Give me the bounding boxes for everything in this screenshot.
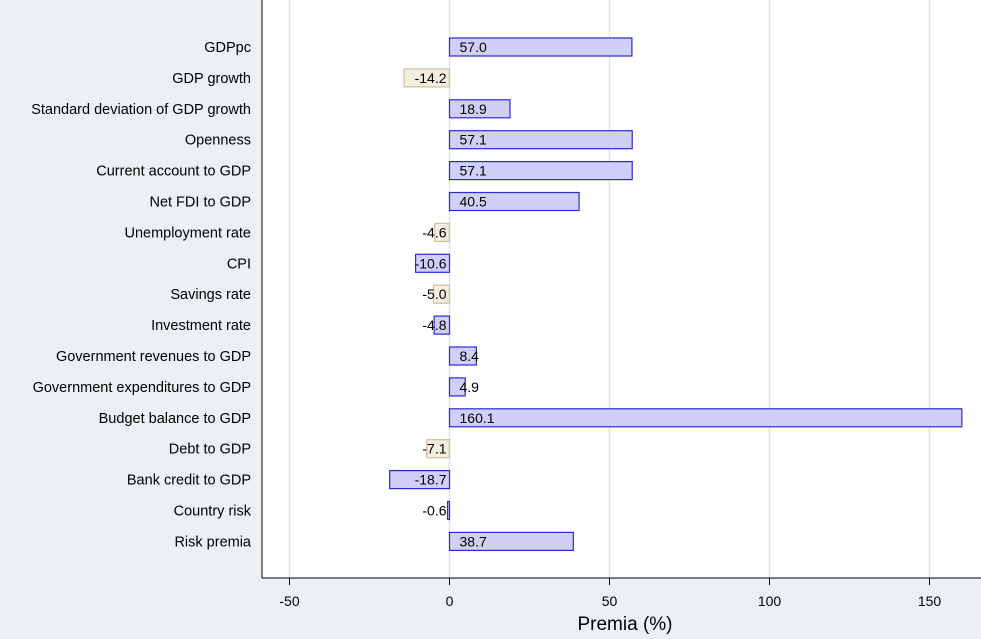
category-label: Savings rate xyxy=(170,287,251,303)
value-label: 40.5 xyxy=(460,194,487,210)
x-tick-label: 100 xyxy=(758,593,782,609)
category-label: Budget balance to GDP xyxy=(99,411,251,427)
x-axis-ticks: -50 0 50 100 150 xyxy=(279,578,941,609)
category-label: Openness xyxy=(185,133,251,149)
bar xyxy=(448,346,477,366)
category-label: Standard deviation of GDP growth xyxy=(31,102,251,118)
bars xyxy=(389,37,963,552)
bar xyxy=(403,68,451,88)
plot-area xyxy=(262,0,981,578)
bar xyxy=(426,439,451,459)
value-label: 57.1 xyxy=(460,163,487,179)
value-label: 38.7 xyxy=(460,533,487,549)
category-label: GDPpc xyxy=(204,40,251,56)
bar xyxy=(448,408,963,428)
value-label: 4.9 xyxy=(460,379,480,395)
value-label: 160.1 xyxy=(460,410,495,426)
x-tick-label: 50 xyxy=(602,593,618,609)
bar xyxy=(448,531,574,552)
category-label: CPI xyxy=(227,256,251,272)
bar xyxy=(434,222,451,242)
value-label: 57.1 xyxy=(460,132,487,148)
category-label: Risk premia xyxy=(174,534,251,550)
value-label: -14.2 xyxy=(415,70,447,86)
category-label: Investment rate xyxy=(151,318,251,334)
bar xyxy=(448,99,511,119)
bar xyxy=(448,191,580,212)
category-label: Country risk xyxy=(174,504,252,520)
value-labels: 57.0 -14.2 18.9 57.1 57.1 40.5 -4.6 -10.6 -5.0 -4… xyxy=(415,39,495,549)
bar xyxy=(448,377,466,397)
value-label: -18.7 xyxy=(415,472,447,488)
category-label: Debt to GDP xyxy=(169,442,251,458)
bar xyxy=(433,315,451,335)
category-label: Current account to GDP xyxy=(96,164,251,180)
value-label: -0.6 xyxy=(422,503,446,519)
bar xyxy=(414,253,451,273)
value-label: -10.6 xyxy=(415,255,447,271)
bar xyxy=(389,470,451,490)
value-label: 57.0 xyxy=(460,39,487,55)
bar xyxy=(432,284,451,304)
bar xyxy=(448,37,633,57)
category-label: Bank credit to GDP xyxy=(127,473,251,489)
category-label: GDP growth xyxy=(172,71,251,87)
value-label: -4.8 xyxy=(422,317,446,333)
category-label: Government expenditures to GDP xyxy=(33,380,251,396)
category-label: Net FDI to GDP xyxy=(149,195,251,211)
bar xyxy=(448,130,633,150)
value-label: 8.4 xyxy=(460,348,480,364)
x-tick-label: -50 xyxy=(279,593,299,609)
value-label: -7.1 xyxy=(422,441,446,457)
bar xyxy=(448,161,633,181)
category-labels: GDPpc GDP growth Standard deviation of GDP… xyxy=(31,40,252,550)
bar xyxy=(446,500,451,521)
value-label: 18.9 xyxy=(460,101,487,117)
x-axis-title: Premia (%) xyxy=(577,614,672,635)
x-tick-label: 0 xyxy=(446,593,454,609)
category-label: Unemployment rate xyxy=(124,225,251,241)
value-label: -4.6 xyxy=(422,224,446,240)
category-label: Government revenues to GDP xyxy=(56,349,251,365)
value-label: -5.0 xyxy=(422,286,446,302)
x-tick-label: 150 xyxy=(918,593,942,609)
